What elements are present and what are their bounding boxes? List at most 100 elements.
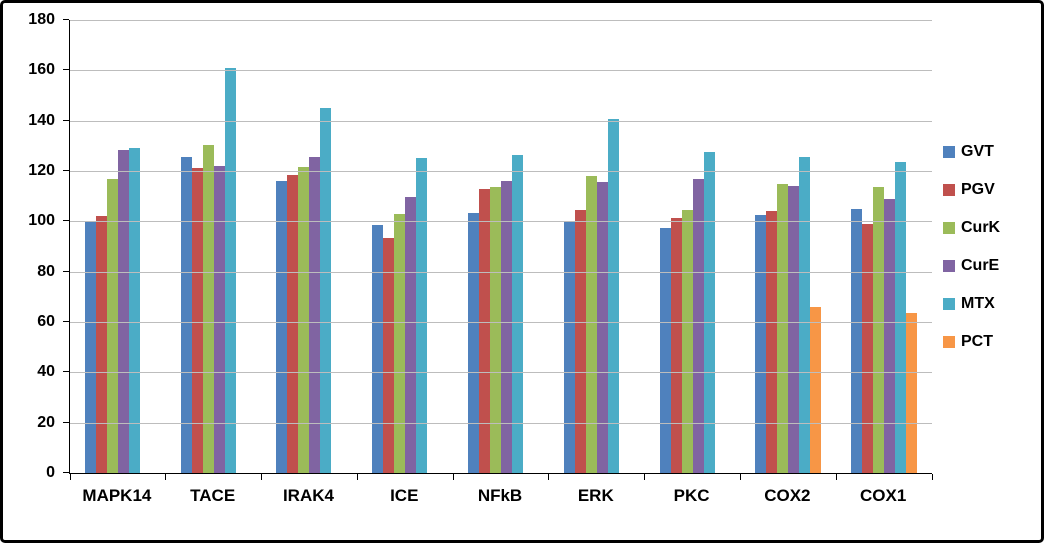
bar-gvt-erk — [563, 221, 575, 473]
legend-swatch-curk — [943, 221, 955, 234]
x-tick-mark — [835, 474, 837, 480]
legend-item-curk: CurK — [943, 218, 1041, 236]
legend-swatch-gvt — [943, 145, 955, 158]
x-axis-labels: MAPK14 TACE IRAK4 ICE NFkB ERK PKC COX2 COX1 — [69, 486, 931, 506]
y-tick-label: 0 — [46, 464, 55, 481]
bar-groups — [70, 20, 932, 473]
bar-group-cox2 — [740, 20, 836, 473]
x-tick-mark — [644, 474, 646, 480]
bar-curk-erk — [585, 176, 597, 473]
y-tick-label: 180 — [28, 11, 55, 28]
gridline — [70, 221, 932, 223]
bar-mtx-nfkb — [512, 154, 524, 473]
legend-label-mtx: MTX — [961, 294, 995, 312]
bar-gvt-irak4 — [276, 181, 288, 473]
bar-cure-irak4 — [309, 157, 321, 473]
bar-gvt-ice — [372, 225, 384, 473]
x-tick-mark — [165, 474, 167, 480]
legend-item-pct: PCT — [943, 332, 1041, 350]
bar-group-erk — [549, 20, 645, 473]
bar-group-cox1 — [836, 20, 932, 473]
y-tick-label: 60 — [37, 313, 55, 330]
gridline — [70, 120, 932, 122]
y-tick-label: 20 — [37, 413, 55, 431]
bar-group-nfkb — [453, 20, 549, 473]
bar-cure-nfkb — [501, 181, 513, 473]
legend-item-cure: CurE — [943, 256, 1041, 274]
legend: GVT PGV CurK CurE MTX PCT — [931, 20, 1041, 473]
bar-gvt-nfkb — [468, 212, 480, 473]
bar-pgv-cox1 — [862, 223, 874, 473]
x-tick-mark — [452, 474, 454, 480]
gridline — [70, 20, 932, 21]
y-tick-mark — [63, 472, 69, 473]
bar-cure-cox1 — [884, 198, 896, 473]
bar-gvt-cox1 — [851, 208, 863, 473]
y-tick-label: 120 — [28, 162, 55, 179]
x-category-label-pkc: PKC — [673, 486, 710, 505]
bar-mtx-mapk14 — [128, 148, 140, 473]
legend-label-pgv: PGV — [961, 180, 995, 198]
x-tick-mark — [69, 474, 71, 480]
x-tick-mark — [739, 474, 741, 480]
x-category-label-tace: TACE — [190, 486, 236, 505]
bar-pgv-mapk14 — [95, 216, 107, 473]
legend-swatch-pgv — [943, 183, 955, 196]
gridline — [70, 372, 932, 374]
legend-swatch-mtx — [943, 297, 955, 310]
x-category-label-ice: ICE — [390, 486, 419, 505]
y-tick-mark — [63, 321, 69, 322]
legend-label-curk: CurK — [961, 218, 1001, 236]
legend-item-mtx: MTX — [943, 294, 1041, 312]
x-category-label-nfkb: NFkB — [477, 486, 523, 505]
y-tick-label: 100 — [28, 212, 55, 230]
bar-cure-cox2 — [788, 186, 800, 473]
legend-swatch-pct — [943, 335, 955, 348]
gridline — [70, 422, 932, 424]
legend-item-gvt: GVT — [943, 143, 1041, 160]
x-category-label-irak4: IRAK4 — [282, 486, 334, 505]
legend-label-pct: PCT — [961, 332, 993, 350]
bar-pct-cox2 — [810, 306, 822, 473]
bar-group-pkc — [645, 20, 741, 473]
x-category-label-mapk14: MAPK14 — [82, 486, 152, 505]
x-tick-mark — [548, 474, 550, 480]
bar-mtx-cox2 — [799, 157, 811, 473]
bar-cure-pkc — [692, 178, 704, 473]
y-tick-mark — [63, 69, 69, 71]
y-tick-mark — [63, 19, 69, 20]
bar-group-ice — [357, 20, 453, 473]
y-tick-mark — [63, 220, 69, 222]
legend-label-cure: CurE — [961, 256, 1000, 274]
y-tick-mark — [63, 421, 69, 423]
x-tick-mark — [931, 474, 933, 480]
bar-pgv-nfkb — [479, 188, 491, 473]
bar-pgv-pkc — [670, 217, 682, 473]
bar-pgv-tace — [191, 168, 203, 473]
bar-gvt-tace — [180, 157, 192, 473]
bar-pgv-irak4 — [287, 174, 299, 473]
bar-curk-mapk14 — [106, 178, 118, 473]
y-tick-label: 140 — [28, 111, 55, 129]
y-tick-mark — [63, 119, 69, 121]
bar-gvt-mapk14 — [84, 221, 96, 473]
gridline — [70, 70, 932, 72]
legend-swatch-cure — [943, 259, 955, 272]
bar-group-mapk14 — [70, 20, 166, 473]
bar-mtx-irak4 — [320, 108, 332, 473]
bar-curk-irak4 — [298, 167, 310, 473]
bar-curk-ice — [394, 213, 406, 473]
bar-mtx-cox1 — [895, 162, 907, 473]
gridline — [70, 271, 932, 273]
x-category-label-cox2: COX2 — [764, 486, 811, 505]
plot-area — [69, 20, 933, 480]
bar-curk-tace — [202, 144, 214, 473]
gridline — [70, 322, 932, 323]
bar-cure-erk — [596, 182, 608, 473]
bar-group-irak4 — [262, 20, 358, 473]
chart-layout: 0 20 40 60 80 100 120 140 160 180 MAPK14 TACE IRAK4… — [3, 3, 1041, 540]
y-tick-label: 40 — [37, 363, 55, 381]
x-category-label-cox1: COX1 — [859, 486, 907, 505]
y-tick-mark — [63, 170, 69, 171]
